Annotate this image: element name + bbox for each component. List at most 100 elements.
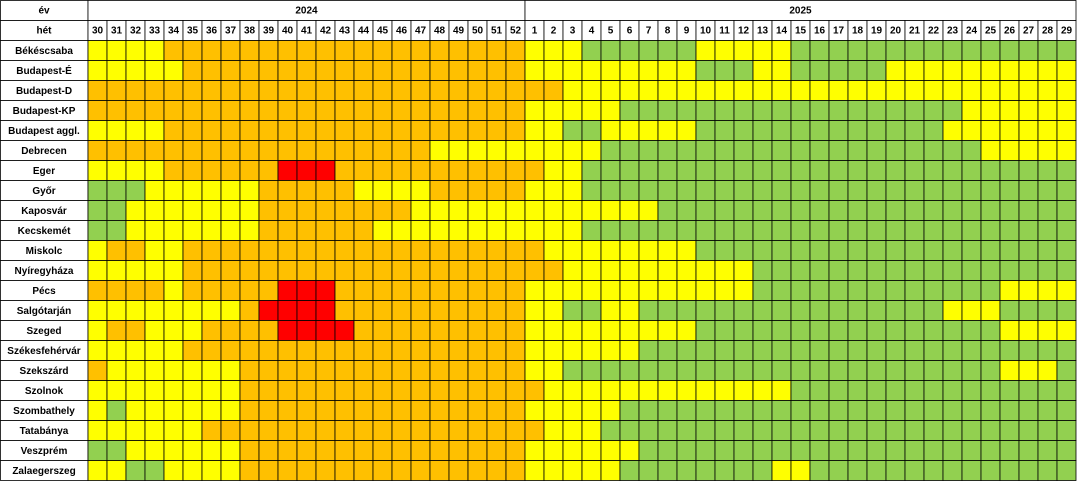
heat-cell <box>581 100 602 121</box>
heat-cell <box>866 300 887 321</box>
row-label: Szekszárd <box>20 366 69 377</box>
heat-cell <box>866 120 887 141</box>
heat-cell <box>353 60 374 81</box>
heat-cell <box>334 40 355 61</box>
heat-cell <box>752 340 773 361</box>
heat-cell <box>543 460 564 481</box>
heat-cell <box>828 100 849 121</box>
week: 2 <box>551 26 557 37</box>
heat-cell <box>1037 400 1058 421</box>
heat-cell <box>87 40 108 61</box>
heat-cell <box>315 40 336 61</box>
heat-cell <box>239 80 260 101</box>
heat-cell <box>182 360 203 381</box>
heat-cell <box>296 320 317 341</box>
week: 47 <box>415 26 427 37</box>
heat-cell <box>144 100 165 121</box>
heat-cell <box>87 220 108 241</box>
heat-cell <box>429 80 450 101</box>
heat-cell <box>1018 180 1039 201</box>
heat-cell <box>809 300 830 321</box>
heat-cell <box>1056 260 1077 281</box>
heat-cell <box>828 340 849 361</box>
heat-cell <box>961 440 982 461</box>
heat-cell <box>942 80 963 101</box>
heat-cell <box>524 140 545 161</box>
heat-cell <box>980 340 1001 361</box>
heat-cell <box>315 60 336 81</box>
row-label: Eger <box>33 166 55 177</box>
heat-cell <box>87 260 108 281</box>
heat-cell <box>524 280 545 301</box>
heat-cell <box>847 300 868 321</box>
heat-cell <box>410 40 431 61</box>
week: 41 <box>301 26 313 37</box>
heat-cell <box>581 340 602 361</box>
heat-cell <box>923 300 944 321</box>
heat-cell <box>144 120 165 141</box>
heat-cell <box>391 100 412 121</box>
heat-cell <box>391 200 412 221</box>
week: 14 <box>776 26 788 37</box>
year: 2024 <box>295 6 318 17</box>
heat-cell <box>220 300 241 321</box>
heat-cell <box>942 180 963 201</box>
heat-cell <box>391 440 412 461</box>
heat-cell <box>657 140 678 161</box>
heat-cell <box>201 460 222 481</box>
heat-cell <box>372 80 393 101</box>
heat-cell <box>866 420 887 441</box>
heat-cell <box>144 420 165 441</box>
heat-cell <box>467 440 488 461</box>
week: 37 <box>225 26 237 37</box>
heat-cell <box>106 220 127 241</box>
heat-cell <box>771 400 792 421</box>
heat-cell <box>106 180 127 201</box>
heat-cell <box>296 40 317 61</box>
heat-cell <box>999 240 1020 261</box>
heat-cell <box>942 440 963 461</box>
heat-cell <box>809 460 830 481</box>
heat-cell <box>239 320 260 341</box>
heat-cell <box>524 340 545 361</box>
heat-cell <box>258 140 279 161</box>
heat-cell <box>1056 420 1077 441</box>
heat-cell <box>524 400 545 421</box>
heat-cell <box>771 340 792 361</box>
week: 18 <box>852 26 864 37</box>
heat-cell <box>676 180 697 201</box>
heat-cell <box>296 180 317 201</box>
heat-cell <box>638 300 659 321</box>
heat-cell <box>771 300 792 321</box>
heat-cell <box>1018 240 1039 261</box>
week: 29 <box>1061 26 1073 37</box>
heat-cell <box>334 140 355 161</box>
heat-cell <box>847 60 868 81</box>
year-label: év <box>38 6 50 17</box>
heat-cell <box>619 400 640 421</box>
heat-cell <box>1037 120 1058 141</box>
heat-cell <box>182 260 203 281</box>
heat-cell <box>980 260 1001 281</box>
heat-cell <box>961 300 982 321</box>
heat-cell <box>600 240 621 261</box>
heat-cell <box>657 160 678 181</box>
heat-cell <box>524 200 545 221</box>
heat-cell <box>353 400 374 421</box>
heat-cell <box>562 60 583 81</box>
heat-cell <box>391 280 412 301</box>
heat-cell <box>201 100 222 121</box>
heat-cell <box>277 280 298 301</box>
heat-cell <box>467 320 488 341</box>
heat-cell <box>676 340 697 361</box>
heat-cell <box>885 280 906 301</box>
heat-cell <box>239 400 260 421</box>
heat-cell <box>714 160 735 181</box>
heat-cell <box>1018 260 1039 281</box>
heat-cell <box>296 80 317 101</box>
week: 36 <box>206 26 218 37</box>
heat-cell <box>505 380 526 401</box>
week: 9 <box>684 26 690 37</box>
heat-cell <box>923 180 944 201</box>
heat-cell <box>144 260 165 281</box>
